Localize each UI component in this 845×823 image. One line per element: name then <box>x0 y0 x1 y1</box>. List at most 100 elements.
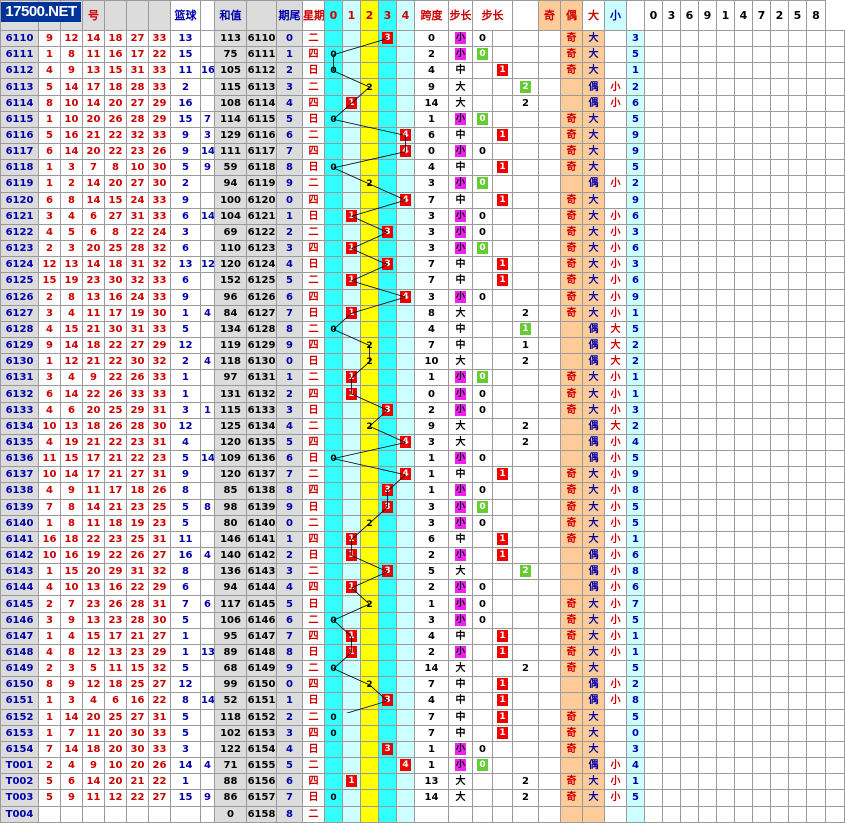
step-cell-3 <box>538 757 561 775</box>
step-cell-2: 2 <box>512 773 539 791</box>
step-value: 2 <box>522 663 529 675</box>
remainder-ball: 2 <box>366 599 373 610</box>
span-cell: 6 <box>414 530 449 549</box>
red-ball-cell: 1 <box>38 692 61 710</box>
size-label: 中 <box>455 259 466 271</box>
red-ball-cell: 15 <box>104 191 127 209</box>
issue-cell: 6150 <box>0 676 39 694</box>
remainder-cell-1 <box>342 789 361 807</box>
digit-cell-1 <box>734 159 753 177</box>
remainder-cell-4 <box>396 320 415 338</box>
digit-cell-0 <box>662 627 681 645</box>
digit-cell-1 <box>734 78 753 96</box>
digit-cell-8 <box>825 708 845 726</box>
digit-cell-5 <box>806 46 826 64</box>
remainder-cell-1 <box>342 692 361 710</box>
big-cell: 小 <box>604 466 627 484</box>
remainder-cell-2: 2 <box>360 417 379 435</box>
digit-cell-1 <box>734 708 753 726</box>
small-cell: 5 <box>626 110 645 128</box>
odd-cell: 奇 <box>560 773 583 791</box>
small-cell: 5 <box>626 320 645 338</box>
digit-cell-8 <box>825 482 845 500</box>
step-cell-2: 2 <box>512 78 539 96</box>
tail-cell: 7 <box>276 627 303 645</box>
digit-cell-4 <box>752 385 771 403</box>
digit-cell-5 <box>806 401 826 419</box>
remainder-ball: 1 <box>346 96 357 109</box>
remainder-cell-2: 2 <box>360 595 379 613</box>
red-ball-cell: 23 <box>126 643 149 662</box>
size-cell: 中 <box>448 724 473 742</box>
big-cell <box>604 159 627 177</box>
size-cell: 大 <box>448 78 473 96</box>
digit-cell-5 <box>806 223 826 242</box>
step-cell-3 <box>538 256 561 274</box>
digit-cell-6 <box>698 240 717 258</box>
digit-cell-8 <box>825 401 845 419</box>
red-ball-cell: 30 <box>148 304 171 322</box>
issue-cell: 6118 <box>0 159 39 177</box>
issue-repeat-cell: 6129 <box>246 336 277 355</box>
digit-cell-6 <box>698 304 717 322</box>
step-cell-1 <box>492 385 513 403</box>
step-cell-2 <box>512 708 539 726</box>
big-cell: 小 <box>604 773 627 791</box>
blue-ball-cell: 1 <box>170 304 201 322</box>
table-row: 6122 4 5 6 8 22 24 3 69 6122 2 二 3 3 小 0 奇大小 3 <box>0 223 845 242</box>
step-cell-0 <box>472 62 493 80</box>
digit-cell-3 <box>680 627 699 645</box>
span-cell: 10 <box>414 353 449 371</box>
step-cell-0 <box>472 353 493 371</box>
digit-cell-0 <box>662 143 681 161</box>
digit-cell-4 <box>752 29 771 48</box>
digit-cell-5 <box>806 757 826 775</box>
red-ball-cell: 1 <box>38 514 61 532</box>
digit-cell-2 <box>788 611 807 629</box>
digit-cell-6 <box>698 724 717 742</box>
red-ball-cell: 17 <box>82 466 105 484</box>
digit-cell-5 <box>806 256 826 274</box>
digit-cell-1 <box>734 757 753 775</box>
red-ball-cell: 30 <box>104 272 127 290</box>
digit-cell-5 <box>806 482 826 500</box>
even-cell: 大 <box>582 595 605 613</box>
header-d6: 6 <box>680 0 699 31</box>
digit-cell-6 <box>698 369 717 387</box>
digit-cell-4 <box>752 805 771 823</box>
red-ball-cell: 22 <box>104 353 127 371</box>
remainder-cell-3 <box>378 724 397 742</box>
digit-cell-6 <box>698 514 717 532</box>
remainder-ball: 3 <box>382 32 393 45</box>
digit-cell-9 <box>716 110 735 128</box>
step-cell-3 <box>538 627 561 645</box>
red-ball-cell: 26 <box>104 110 127 128</box>
small-cell: 6 <box>626 207 645 225</box>
blue-ball-extra-cell <box>200 466 215 484</box>
digit-cell-7 <box>770 288 789 306</box>
step-cell-3 <box>538 288 561 306</box>
issue-repeat-cell: 6143 <box>246 563 277 581</box>
step-value: 0 <box>479 291 486 303</box>
digit-cell-2 <box>788 579 807 597</box>
blue-ball-cell: 7 <box>170 595 201 613</box>
digit-cell-3 <box>680 385 699 403</box>
sum-cell: 134 <box>214 320 247 338</box>
digit-cell-3 <box>680 126 699 145</box>
digit-cell-8 <box>825 676 845 694</box>
remainder-cell-2: 2 <box>360 676 379 694</box>
digit-cell-2 <box>788 385 807 403</box>
step-cell-2 <box>512 159 539 177</box>
digit-cell-5 <box>806 336 826 355</box>
red-ball-cell: 29 <box>148 110 171 128</box>
remainder-cell-1 <box>342 29 361 48</box>
sum-cell: 102 <box>214 724 247 742</box>
red-ball-cell: 30 <box>148 611 171 629</box>
weekday-cell: 四 <box>302 724 325 742</box>
digit-cell-3 <box>680 740 699 759</box>
digit-cell-0 <box>662 401 681 419</box>
digit-cell-1 <box>734 304 753 322</box>
blue-ball-cell: 13 <box>170 29 201 48</box>
gap-cell <box>644 223 663 242</box>
remainder-cell-1: 1 <box>342 207 361 225</box>
